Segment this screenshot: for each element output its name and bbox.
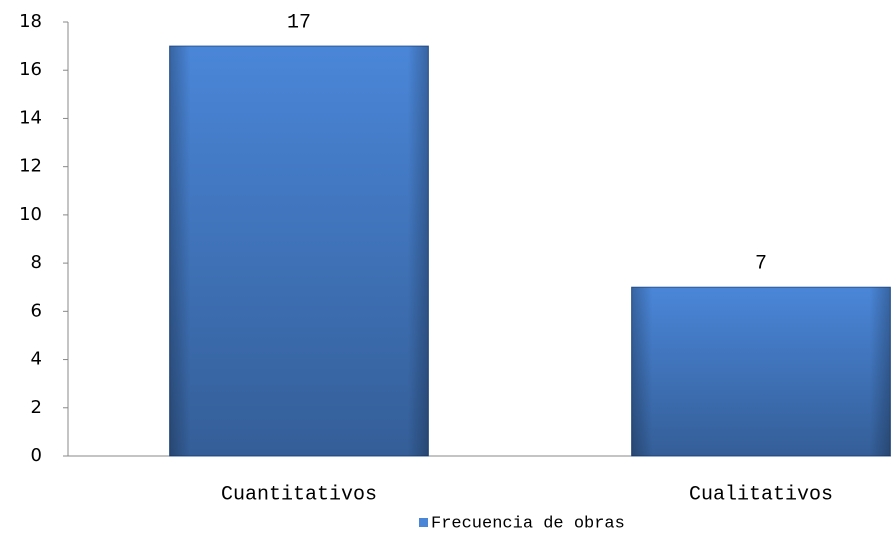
bar-edge [169, 46, 429, 456]
y-tick-label: 10 [19, 204, 42, 225]
y-tick-label: 4 [31, 349, 42, 370]
legend-label: Frecuencia de obras [431, 514, 625, 533]
y-tick-label: 16 [19, 59, 42, 80]
legend-key [419, 518, 428, 527]
x-tick-label: Cuantitativos [221, 483, 377, 506]
y-tick-label: 6 [31, 300, 42, 321]
y-tick-label: 14 [19, 107, 42, 128]
y-tick-label: 2 [31, 397, 42, 418]
bar-edge [631, 287, 891, 456]
x-tick-label: Cualitativos [689, 483, 833, 506]
data-label: 7 [755, 253, 767, 276]
data-label: 17 [287, 11, 311, 34]
y-tick-label: 0 [31, 445, 42, 466]
y-tick-label: 18 [19, 11, 42, 32]
y-tick-label: 12 [19, 156, 42, 177]
y-tick-label: 8 [31, 252, 42, 273]
